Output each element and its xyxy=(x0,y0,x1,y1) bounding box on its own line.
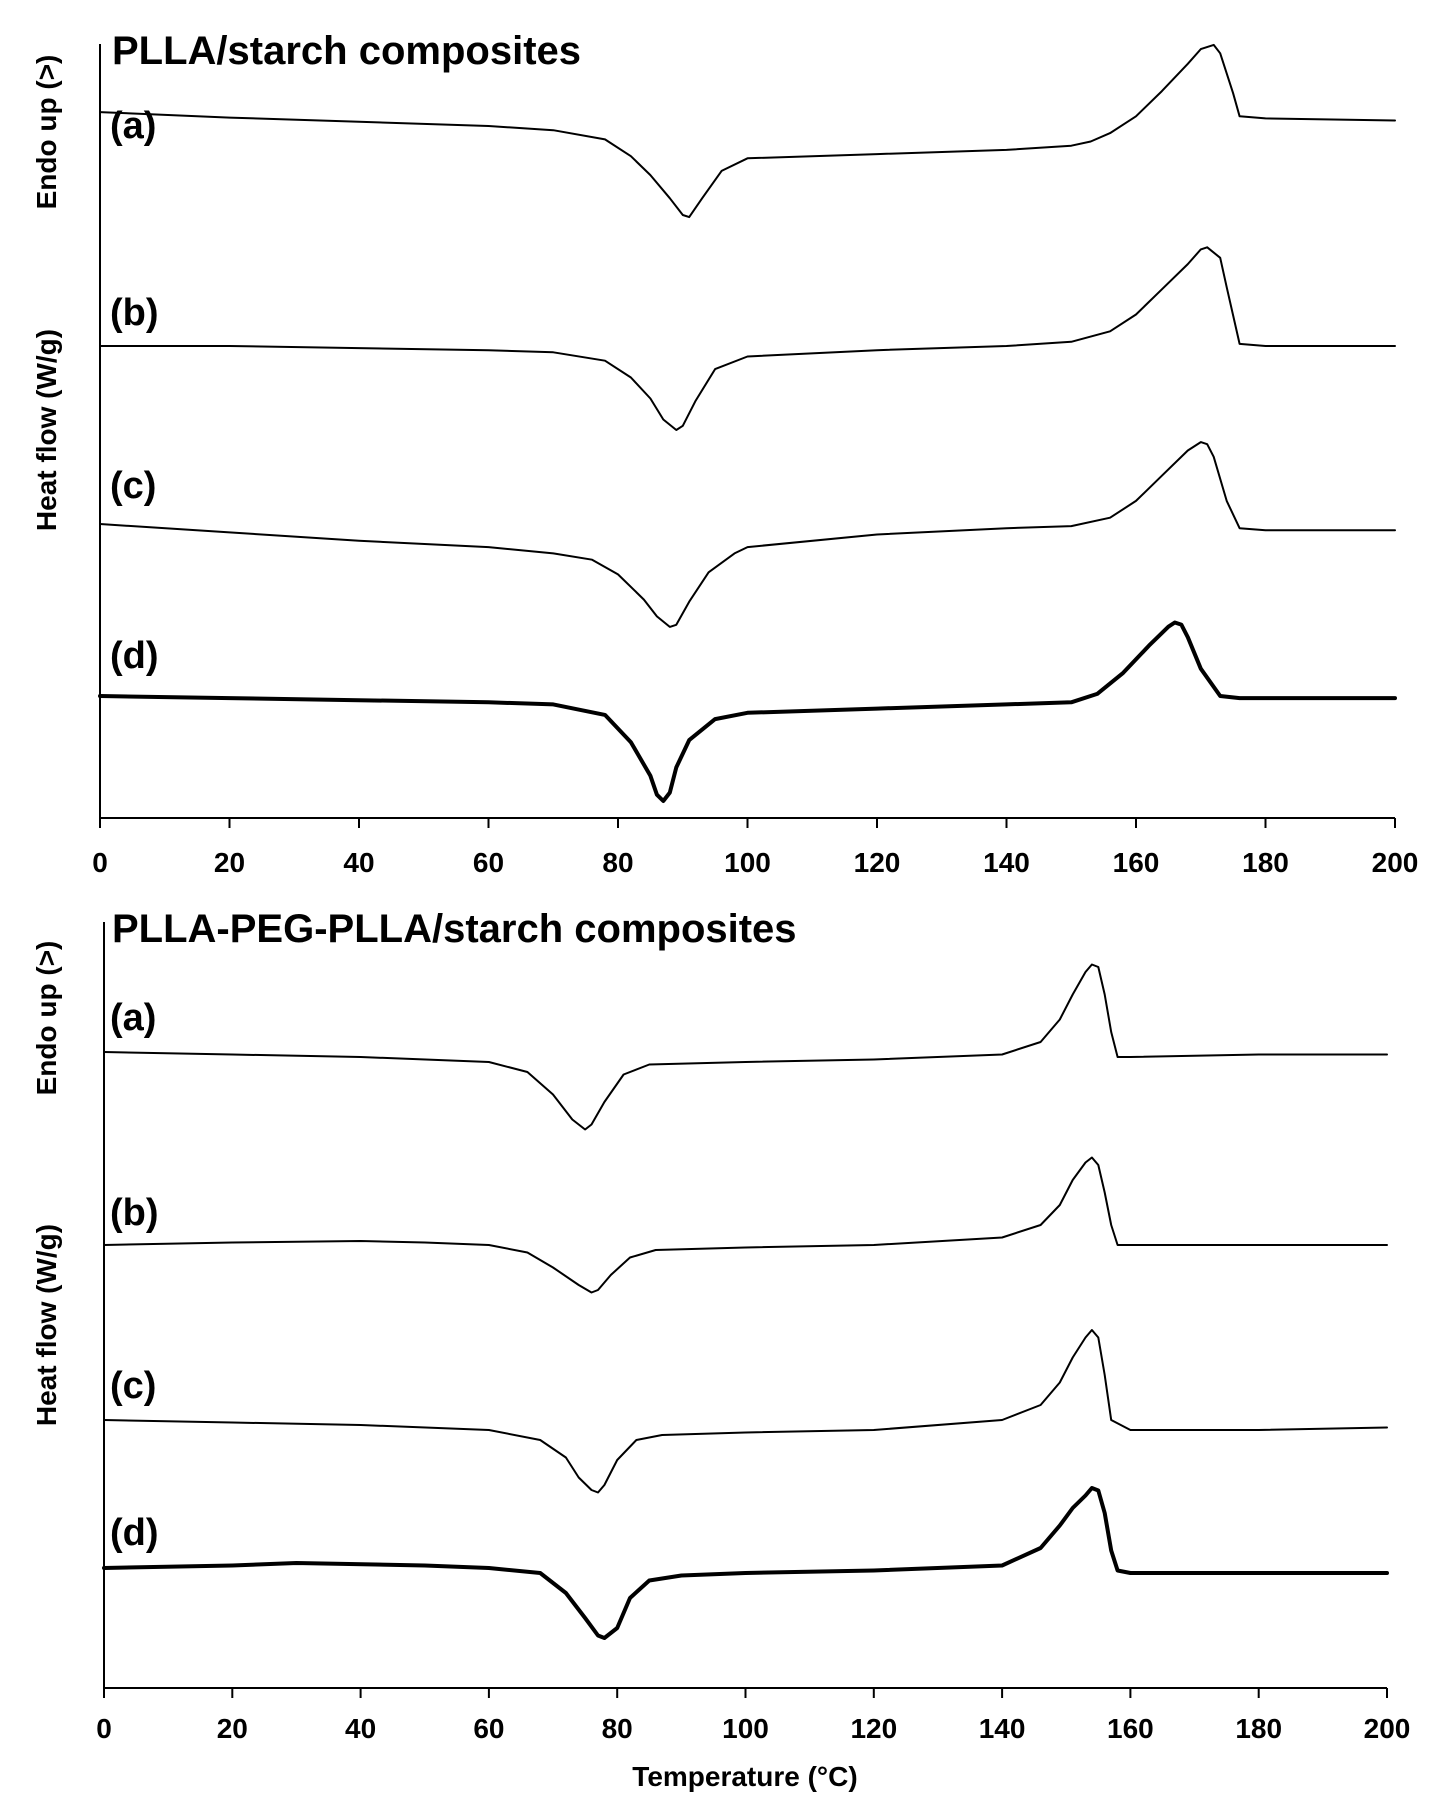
x-tick-label: 160 xyxy=(1107,1713,1154,1744)
x-tick-label: 120 xyxy=(850,1713,897,1744)
x-tick-label: 0 xyxy=(96,1713,112,1744)
x-tick-label: 100 xyxy=(724,847,771,878)
series-label: (d) xyxy=(110,1512,159,1554)
x-tick-label: 0 xyxy=(92,847,108,878)
series-line xyxy=(102,1486,1389,1640)
x-tick-label: 180 xyxy=(1235,1713,1282,1744)
panel-title: PLLA/starch composites xyxy=(112,29,581,73)
series-label: (c) xyxy=(110,1365,156,1407)
x-tick-label: 20 xyxy=(214,847,245,878)
series-line xyxy=(103,1156,1388,1294)
y-axis-note: Endo up (>) xyxy=(31,55,62,210)
x-tick-label: 140 xyxy=(983,847,1030,878)
curves: (a) (b) (c) (d) xyxy=(102,963,1389,1640)
panel-plla-starch: PLLA/starch composites Endo up (>) Heat … xyxy=(31,29,1418,878)
x-tick-label: 60 xyxy=(473,847,504,878)
curves: (a) (b) (c) (d) xyxy=(98,43,1397,803)
series-line xyxy=(103,963,1388,1131)
x-tick-label: 120 xyxy=(854,847,901,878)
x-tick-label: 60 xyxy=(473,1713,504,1744)
y-axis-label: Heat flow (W/g) xyxy=(31,329,62,531)
series-label: (a) xyxy=(110,997,156,1039)
x-tick-label: 80 xyxy=(602,1713,633,1744)
series-line xyxy=(99,441,1396,628)
series-label: (a) xyxy=(110,105,156,147)
x-tick-label: 40 xyxy=(343,847,374,878)
series-label: (b) xyxy=(110,292,159,334)
x-tick-label: 180 xyxy=(1242,847,1289,878)
series-line xyxy=(99,246,1396,431)
x-tick-label: 200 xyxy=(1364,1713,1411,1744)
panel-title: PLLA-PEG-PLLA/starch composites xyxy=(112,907,797,951)
x-tick-label: 200 xyxy=(1372,847,1419,878)
x-tick-label: 140 xyxy=(979,1713,1026,1744)
series-line xyxy=(103,1329,1388,1494)
panel-plla-peg-plla-starch: PLLA-PEG-PLLA/starch composites Endo up … xyxy=(31,907,1410,1792)
series-line xyxy=(98,620,1397,803)
y-axis-note: Endo up (>) xyxy=(31,941,62,1096)
y-axis-label: Heat flow (W/g) xyxy=(31,1224,62,1426)
series-label: (c) xyxy=(110,465,156,507)
series-label: (d) xyxy=(110,635,159,677)
series-line xyxy=(99,43,1396,219)
x-ticks: 0 20 40 60 80 100 120 140 160 180 200 xyxy=(96,1688,1410,1744)
x-ticks: 0 20 40 60 80 100 120 140 160 180 200 xyxy=(92,818,1418,878)
x-tick-label: 160 xyxy=(1113,847,1160,878)
x-tick-label: 80 xyxy=(602,847,633,878)
x-tick-label: 40 xyxy=(345,1713,376,1744)
x-tick-label: 20 xyxy=(217,1713,248,1744)
x-axis-label: Temperature (°C) xyxy=(632,1761,857,1792)
series-label: (b) xyxy=(110,1192,159,1234)
x-tick-label: 100 xyxy=(722,1713,769,1744)
